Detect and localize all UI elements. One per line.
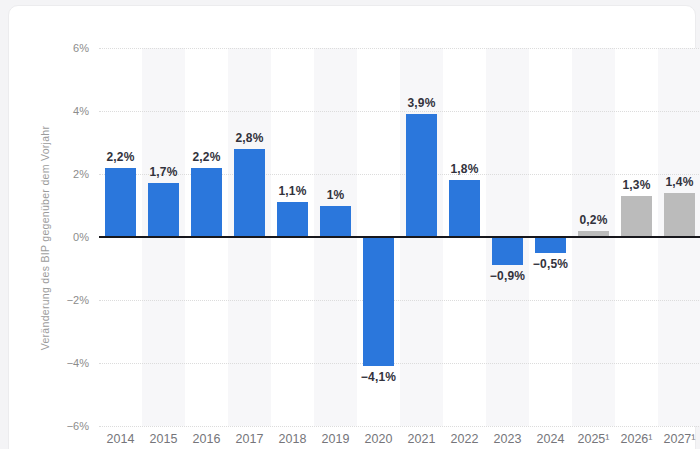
bar[interactable] xyxy=(105,168,136,237)
x-tick-label: 2025¹ xyxy=(572,432,615,446)
gridline xyxy=(99,426,700,427)
bar[interactable] xyxy=(191,168,222,237)
x-tick-label: 2017 xyxy=(228,432,271,446)
x-tick-label: 2019 xyxy=(314,432,357,446)
bar[interactable] xyxy=(406,114,437,237)
bar-value-label: 1% xyxy=(306,188,366,202)
bar[interactable] xyxy=(535,237,566,253)
x-tick-label: 2014 xyxy=(99,432,142,446)
y-tick-label: 2% xyxy=(45,168,89,180)
forecast-bar[interactable] xyxy=(664,193,695,237)
bar-value-label: −0,9% xyxy=(478,269,538,283)
y-tick-label: −2% xyxy=(45,294,89,306)
forecast-bar[interactable] xyxy=(621,196,652,237)
gridline xyxy=(99,111,700,112)
y-tick-label: −6% xyxy=(45,420,89,432)
bar[interactable] xyxy=(234,149,265,237)
bar[interactable] xyxy=(277,202,308,237)
gridline xyxy=(99,48,700,49)
x-tick-label: 2020 xyxy=(357,432,400,446)
gridline xyxy=(99,300,700,301)
y-tick-label: 6% xyxy=(45,42,89,54)
x-tick-label: 2018 xyxy=(271,432,314,446)
bar[interactable] xyxy=(320,206,351,238)
plot-area: 6%4%2%0%−2%−4%−6%2,2%20141,7%20152,2%201… xyxy=(99,48,700,426)
bar-value-label: 1,4% xyxy=(650,175,700,189)
page: { "page": { "background": "#f4f4f6", "ca… xyxy=(0,0,700,449)
bar[interactable] xyxy=(449,180,480,237)
bar[interactable] xyxy=(363,237,394,366)
x-tick-label: 2027¹ xyxy=(658,432,700,446)
x-tick-label: 2026¹ xyxy=(615,432,658,446)
gridline xyxy=(99,363,700,364)
x-tick-label: 2021 xyxy=(400,432,443,446)
bar-value-label: 2,8% xyxy=(220,131,280,145)
bar[interactable] xyxy=(492,237,523,265)
x-tick-label: 2023 xyxy=(486,432,529,446)
y-tick-label: 0% xyxy=(45,231,89,243)
x-tick-label: 2015 xyxy=(142,432,185,446)
bar-value-label: 1,8% xyxy=(435,162,495,176)
y-tick-label: −4% xyxy=(45,357,89,369)
bar-value-label: 1,7% xyxy=(134,165,194,179)
bar-value-label: −4,1% xyxy=(349,370,409,384)
bar-value-label: −0,5% xyxy=(521,257,581,271)
chart-card: Veränderung des BIP gegenüber dem Vorjah… xyxy=(8,5,696,449)
y-tick-label: 4% xyxy=(45,105,89,117)
zero-axis-line xyxy=(99,236,700,238)
bar[interactable] xyxy=(148,183,179,237)
bar-value-label: 0,2% xyxy=(564,213,624,227)
bar-value-label: 2,2% xyxy=(177,150,237,164)
x-tick-label: 2022 xyxy=(443,432,486,446)
x-tick-label: 2016 xyxy=(185,432,228,446)
x-tick-label: 2024 xyxy=(529,432,572,446)
bar-value-label: 3,9% xyxy=(392,96,452,110)
bar-value-label: 2,2% xyxy=(91,150,151,164)
